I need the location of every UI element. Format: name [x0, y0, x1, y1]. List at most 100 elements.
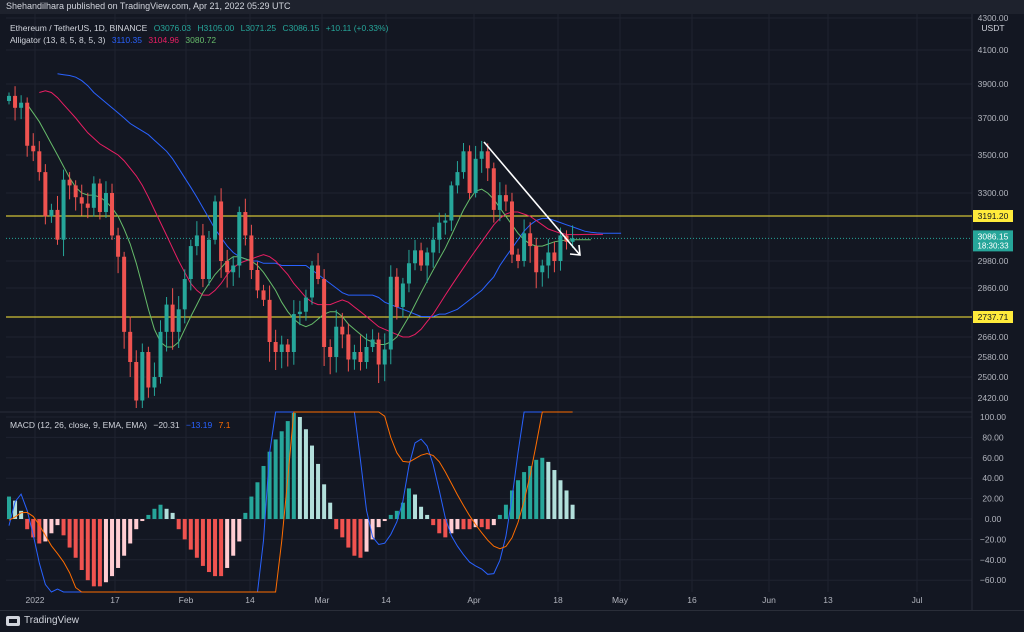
macd-histogram-bar — [564, 490, 569, 519]
macd-histogram-bar — [358, 519, 363, 558]
trend-arrow[interactable] — [483, 141, 581, 256]
macd-histogram-bar — [328, 502, 333, 519]
macd-histogram-bar — [419, 506, 424, 519]
macd-histogram-bar — [170, 512, 175, 519]
macd-tick-label: −60.00 — [980, 575, 1007, 585]
macd-histogram-bar — [528, 465, 533, 519]
macd-histogram-bar — [291, 412, 296, 519]
macd-histogram-bar — [364, 519, 369, 552]
tradingview-logo[interactable]: TradingView — [6, 615, 79, 626]
candle-body — [303, 297, 308, 312]
macd-histogram-bar — [243, 512, 248, 519]
candle-body — [25, 102, 30, 146]
macd-histogram-bar — [346, 519, 351, 548]
macd-histogram-bar — [267, 451, 272, 519]
macd-tick-label: 20.00 — [982, 494, 1004, 504]
price-tick-label: 4300.00 — [978, 13, 1009, 23]
price-tick-label: 3500.00 — [978, 150, 1009, 160]
macd-histogram-bar — [134, 519, 139, 530]
macd-histogram-bar — [552, 470, 557, 519]
macd-histogram-bar — [473, 519, 478, 528]
candle-body — [67, 179, 72, 186]
price-tick-label: 2980.00 — [978, 256, 1009, 266]
macd-histogram-bar — [503, 504, 508, 519]
macd-histogram-bar — [79, 519, 84, 570]
ohlc-close: C3086.15 — [282, 23, 320, 33]
candle-body — [91, 183, 96, 208]
macd-histogram-bar — [437, 519, 442, 534]
macd-histogram-bar — [249, 496, 254, 519]
macd-histogram-bar — [449, 519, 454, 534]
macd-histogram-bar — [219, 519, 224, 577]
macd-signal-line — [8, 411, 573, 593]
trend-arrow-line — [483, 141, 581, 256]
candle-body — [73, 185, 78, 198]
macd-tick-label: −40.00 — [980, 555, 1007, 565]
candle-body — [225, 261, 230, 273]
candle-body — [140, 352, 145, 401]
macd-histogram-bar — [231, 519, 236, 556]
last-price-tag — [973, 230, 1013, 252]
candle-body — [503, 195, 508, 202]
macd-histogram-bar — [37, 519, 42, 544]
macd-histogram-bar — [152, 508, 157, 519]
macd-histogram-bar — [352, 519, 357, 556]
candle-body — [116, 235, 121, 257]
candle-body — [322, 279, 327, 347]
macd-histogram-bar — [261, 465, 266, 519]
symbol-name[interactable]: Ethereum / TetherUS, 1D, BINANCE — [10, 23, 148, 33]
horizontal-levels[interactable]: 3191.20 2737.71 — [6, 210, 1013, 323]
macd-histogram-bar — [206, 519, 211, 573]
candle-body — [31, 145, 36, 152]
candle-body — [55, 209, 60, 240]
candle-body — [328, 347, 333, 357]
price-tick-label: 2580.00 — [978, 352, 1009, 362]
candle-body — [400, 283, 405, 307]
macd-histogram-bar — [225, 519, 230, 568]
macd-histogram-bar — [43, 519, 48, 542]
candle-body — [394, 276, 399, 307]
price-tick-label: 2660.00 — [978, 332, 1009, 342]
candle-body — [528, 233, 533, 247]
macd-histogram-bar — [255, 482, 260, 519]
macd-histogram-bar — [509, 490, 514, 519]
macd-histogram-bar — [497, 514, 502, 519]
macd-histogram-bar — [558, 480, 563, 519]
time-axis[interactable]: 2022 17 Feb 14 Mar 14 Apr 18 May 16 Jun 13 Jul — [26, 595, 923, 605]
time-tick-label: 13 — [823, 595, 833, 605]
candle-body — [334, 326, 339, 357]
macd-histogram-bar — [128, 519, 133, 544]
macd-label[interactable]: MACD (12, 26, close, 9, EMA, EMA) — [10, 420, 147, 430]
time-tick-label: 17 — [110, 595, 120, 605]
macd-histogram-bar — [97, 519, 102, 587]
candle-body — [485, 151, 490, 169]
macd-histogram-bar — [279, 431, 284, 519]
tradingview-icon — [6, 615, 20, 626]
time-tick-label: May — [612, 595, 629, 605]
candle-body — [558, 235, 563, 261]
macd-histogram-bar — [285, 421, 290, 519]
candle-body — [376, 339, 381, 365]
macd-histogram-bar — [431, 519, 436, 526]
candle-body — [546, 252, 551, 266]
candle-body — [570, 238, 575, 242]
publisher-bar: Shehandilhara published on TradingView.c… — [0, 0, 1024, 14]
candle-body — [370, 339, 375, 347]
macd-histogram-bar — [140, 519, 145, 522]
brand-name: TradingView — [24, 615, 80, 626]
macd-histogram-bar — [316, 463, 321, 519]
time-tick-label: 14 — [381, 595, 391, 605]
macd-histogram-bar — [91, 519, 96, 587]
last-price-label: 3086.15 — [978, 231, 1009, 241]
macd-histogram-bar — [388, 514, 393, 519]
macd-histogram-bar — [19, 510, 24, 519]
macd-histogram-bar — [310, 445, 314, 519]
macd-histogram-bar — [116, 519, 121, 568]
alligator-label[interactable]: Alligator (13, 8, 5, 8, 5, 3) — [10, 35, 106, 45]
price-tick-label: 4100.00 — [978, 45, 1009, 55]
candle-body — [516, 254, 521, 261]
ohlc-open: O3076.03 — [153, 23, 192, 33]
candle-body — [406, 263, 411, 284]
